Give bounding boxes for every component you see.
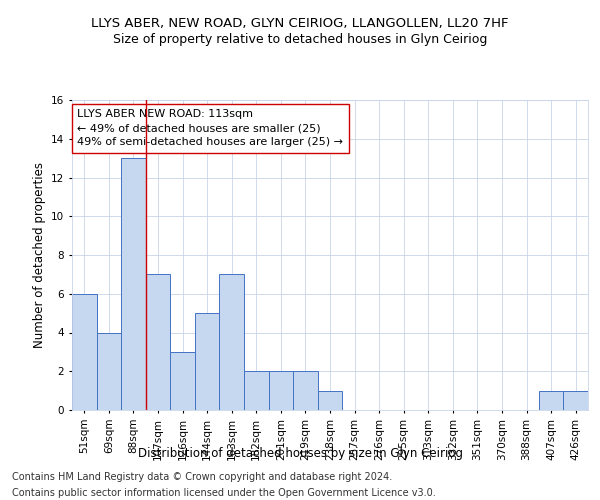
Text: Size of property relative to detached houses in Glyn Ceiriog: Size of property relative to detached ho… — [113, 32, 487, 46]
Bar — [97, 332, 121, 410]
Bar — [244, 371, 269, 410]
Bar — [220, 274, 244, 410]
Bar — [318, 390, 342, 410]
Bar — [146, 274, 170, 410]
Bar — [121, 158, 146, 410]
Text: LLYS ABER NEW ROAD: 113sqm
← 49% of detached houses are smaller (25)
49% of semi: LLYS ABER NEW ROAD: 113sqm ← 49% of deta… — [77, 110, 343, 148]
Bar — [72, 294, 97, 410]
Text: LLYS ABER, NEW ROAD, GLYN CEIRIOG, LLANGOLLEN, LL20 7HF: LLYS ABER, NEW ROAD, GLYN CEIRIOG, LLANG… — [91, 18, 509, 30]
Text: Contains HM Land Registry data © Crown copyright and database right 2024.: Contains HM Land Registry data © Crown c… — [12, 472, 392, 482]
Text: Contains public sector information licensed under the Open Government Licence v3: Contains public sector information licen… — [12, 488, 436, 498]
Bar — [269, 371, 293, 410]
Bar — [539, 390, 563, 410]
Text: Distribution of detached houses by size in Glyn Ceiriog: Distribution of detached houses by size … — [137, 448, 463, 460]
Bar — [195, 313, 220, 410]
Y-axis label: Number of detached properties: Number of detached properties — [32, 162, 46, 348]
Bar — [563, 390, 588, 410]
Bar — [170, 352, 195, 410]
Bar — [293, 371, 318, 410]
